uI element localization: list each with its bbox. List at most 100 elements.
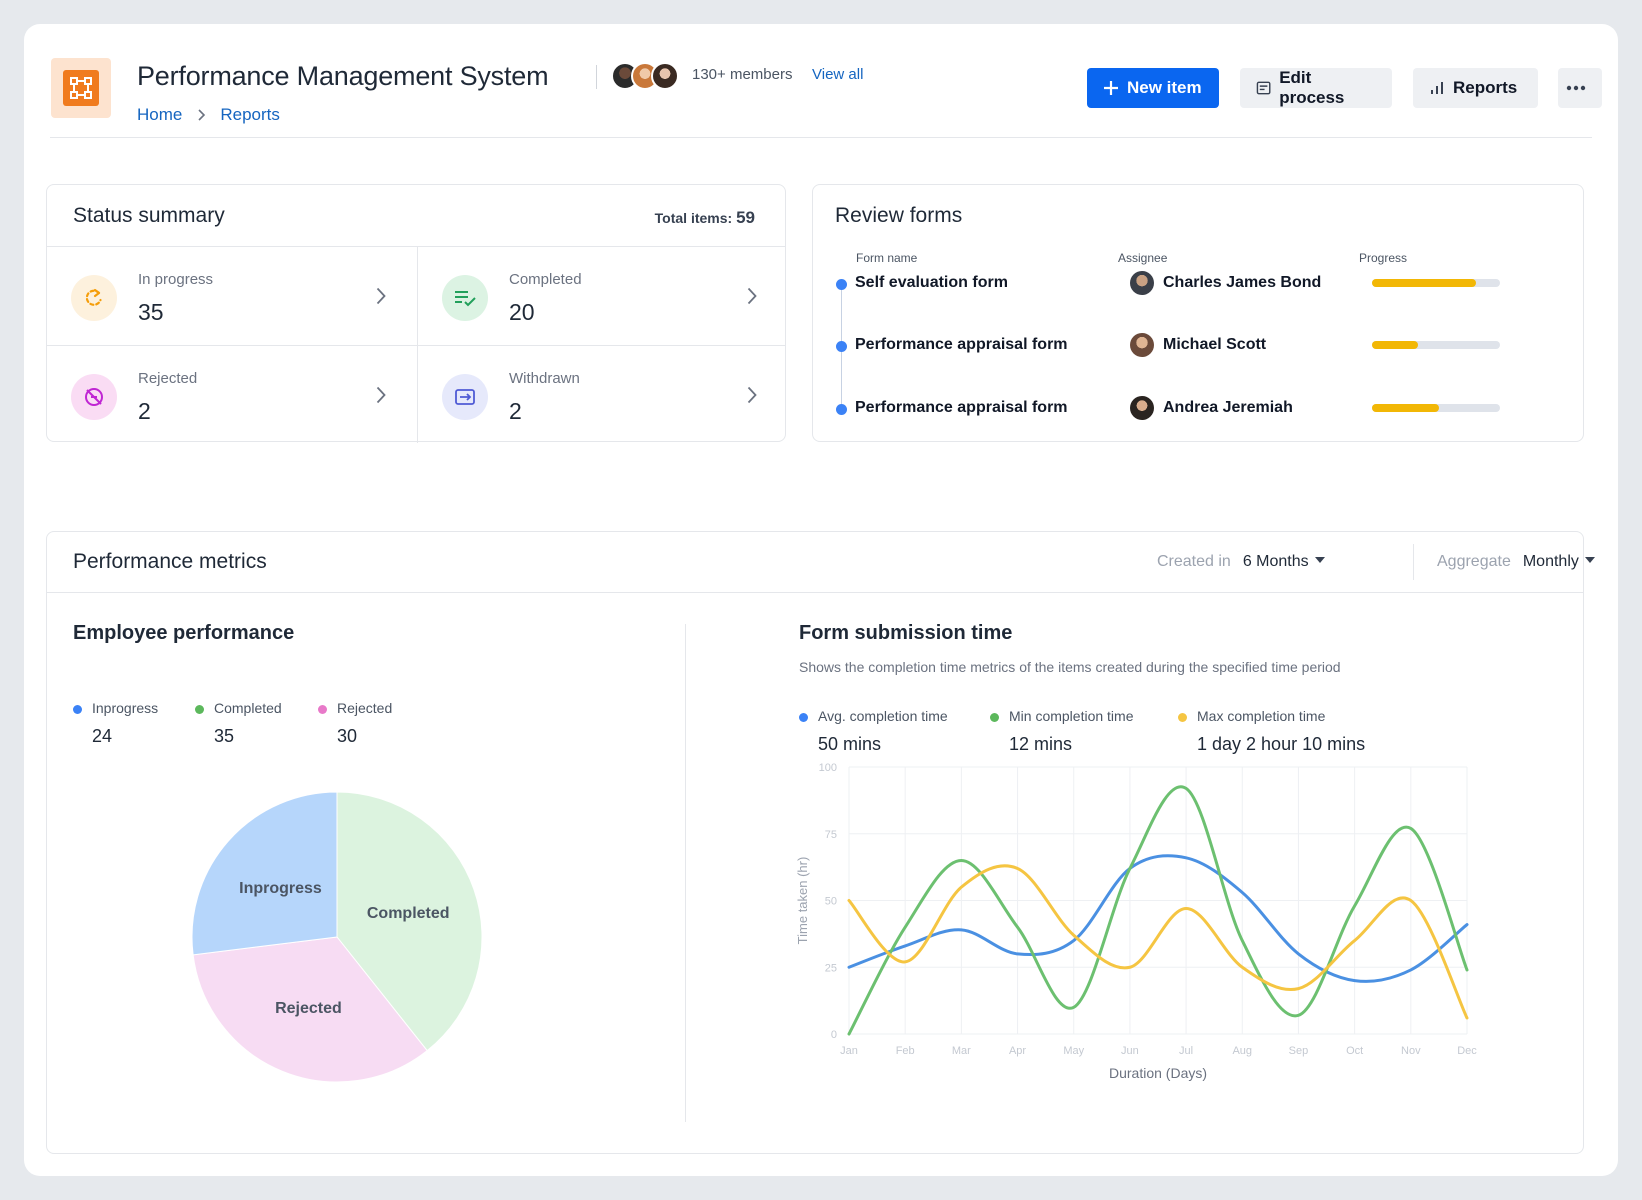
status-in-progress[interactable]: In progress 35 [47, 247, 416, 345]
timeline-dot [836, 341, 847, 352]
x-tick-label: Aug [1232, 1045, 1252, 1057]
breadcrumb-reports[interactable]: Reports [220, 105, 280, 124]
edit-process-button[interactable]: Edit process [1240, 68, 1392, 108]
filter-divider [1413, 544, 1414, 580]
status-rejected[interactable]: Rejected 2 [47, 346, 416, 444]
assignee-name: Michael Scott [1163, 336, 1267, 353]
status-grid-divider [47, 345, 785, 346]
breadcrumb-home[interactable]: Home [137, 105, 183, 124]
performance-metrics-card: Performance metrics Created in 6 Months … [46, 531, 1595, 1154]
x-tick-label: Sep [1289, 1045, 1309, 1057]
y-tick-label: 0 [831, 1029, 837, 1041]
x-tick-label: Jul [1179, 1045, 1193, 1057]
status-completed[interactable]: Completed 20 [418, 247, 787, 345]
legend-label: Max completion time [1197, 708, 1326, 724]
assignee-avatar [1130, 333, 1154, 357]
view-all-link[interactable]: View all [812, 66, 864, 83]
x-tick-label: May [1063, 1045, 1084, 1057]
legend-value: 30 [337, 726, 358, 746]
refresh-icon [71, 275, 117, 321]
status-value: 35 [138, 299, 164, 325]
series-line-1 [847, 785, 1469, 1036]
total-items-value: 59 [736, 208, 755, 227]
employee-performance-title: Employee performance [73, 622, 295, 644]
x-tick-label: Mar [952, 1045, 971, 1057]
form-name[interactable]: Performance appraisal form [855, 399, 1068, 416]
x-tick-label: Apr [1009, 1045, 1026, 1057]
column-header-form-name: Form name [856, 251, 918, 265]
review-row[interactable]: Performance appraisal form Michael Scott [813, 333, 1583, 360]
pie-slice-completed[interactable] [336, 791, 483, 1052]
legend-dot [195, 705, 204, 714]
pie-slice-label: Inprogress [239, 880, 322, 897]
legend-dot [318, 705, 327, 714]
x-tick-label: Feb [896, 1045, 915, 1057]
form-name[interactable]: Self evaluation form [855, 274, 1008, 291]
legend-label: Rejected [337, 700, 393, 716]
edit-process-label: Edit process [1279, 68, 1345, 107]
form-submission-title: Form submission time [799, 622, 1013, 644]
y-tick-label: 25 [825, 962, 837, 974]
workflow-icon [70, 77, 92, 99]
performance-metrics-title: Performance metrics [73, 550, 267, 573]
form-name[interactable]: Performance appraisal form [855, 336, 1068, 353]
page-title: Performance Management System [137, 61, 549, 91]
chevron-right-icon [198, 109, 206, 121]
status-withdrawn[interactable]: Withdrawn 2 [418, 346, 787, 444]
legend-value: 1 day 2 hour 10 mins [1197, 734, 1366, 754]
aggregate-value: Monthly [1522, 553, 1579, 570]
x-tick-label: Jan [840, 1045, 858, 1057]
pie-slice-inprogress[interactable] [191, 791, 338, 956]
checklist-icon [442, 275, 488, 321]
review-row[interactable]: Performance appraisal form Andrea Jeremi… [813, 396, 1583, 423]
aggregate-select[interactable]: Monthly [1523, 553, 1595, 571]
app-logo [51, 58, 111, 118]
legend-value: 24 [92, 726, 113, 746]
new-item-button[interactable]: New item [1087, 68, 1219, 108]
caret-down-icon [1314, 557, 1325, 563]
header-divider [50, 137, 1592, 138]
created-in-label: Created in [1157, 553, 1231, 570]
new-item-label: New item [1127, 78, 1202, 97]
y-axis-label: Time taken (hr) [795, 857, 810, 945]
review-row[interactable]: Self evaluation form Charles James Bond [813, 271, 1583, 298]
bar-chart-icon [1431, 82, 1443, 94]
metrics-header-divider [47, 592, 1583, 593]
created-in-filter[interactable]: Created in 6 Months [1157, 553, 1325, 571]
chevron-right-icon [376, 287, 386, 310]
app-window: Performance Management System 130+ membe… [24, 24, 1618, 1176]
legend-label: Min completion time [1009, 708, 1134, 724]
member-avatars[interactable] [611, 62, 679, 90]
status-label: Rejected [138, 370, 198, 387]
timeline-dot [836, 404, 847, 415]
status-summary-title: Status summary [73, 204, 225, 227]
column-header-progress: Progress [1359, 251, 1408, 265]
total-items-label: Total items: [654, 210, 733, 226]
assignee-name: Andrea Jeremiah [1163, 399, 1293, 416]
aggregate-filter[interactable]: Aggregate Monthly [1437, 553, 1595, 571]
reports-button[interactable]: Reports [1413, 68, 1538, 108]
blocked-icon [71, 374, 117, 420]
more-horizontal-icon [1566, 85, 1586, 91]
progress-bar [1372, 404, 1500, 412]
status-header-divider [47, 246, 785, 247]
y-tick-label: 100 [819, 762, 837, 774]
legend-value: 12 mins [1009, 734, 1073, 754]
review-forms-card: Review forms Form name Assignee Progress… [812, 184, 1584, 442]
more-options-button[interactable] [1558, 68, 1602, 108]
created-in-select[interactable]: 6 Months [1243, 553, 1325, 571]
metrics-section-divider [685, 624, 686, 1122]
pie-slice-rejected[interactable] [192, 936, 428, 1083]
member-avatar [651, 62, 679, 90]
series-line-0 [847, 854, 1469, 983]
column-header-assignee: Assignee [1118, 251, 1168, 265]
assignee-name: Charles James Bond [1163, 274, 1322, 291]
total-items: Total items: 59 [655, 208, 755, 228]
pie-slice-label: Rejected [275, 1000, 342, 1017]
legend-label: Completed [214, 700, 282, 716]
form-icon [1256, 81, 1271, 95]
legend-dot [990, 713, 999, 722]
pie-slice-label: Completed [367, 905, 450, 922]
legend-dot [799, 713, 808, 722]
form-submission-line-chart: 0 25 50 75 100 Jan Feb Mar Apr May Jun Jul Aug Sep Oct… [795, 762, 1477, 1081]
